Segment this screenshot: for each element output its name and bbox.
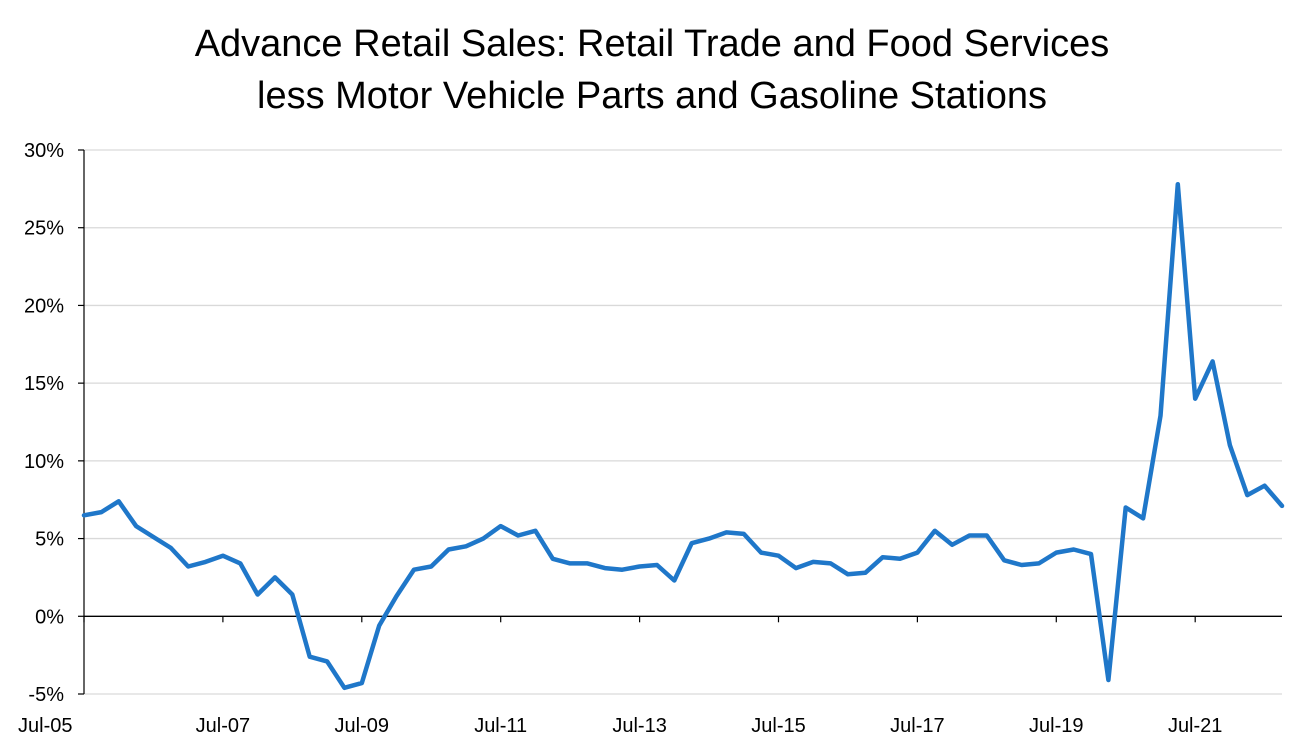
x-tick-label: Jul-17	[890, 715, 944, 737]
y-tick-label: 20%	[24, 295, 64, 317]
series-layer	[81, 181, 1285, 691]
x-axis-tick-labels: Jul-05 Jul-07 Jul-09 Jul-11 Jul-13 Jul-15 Jul-…	[18, 715, 1222, 737]
chart-title-line-1: Advance Retail Sales: Retail Trade and F…	[194, 23, 1110, 65]
x-tick-label: Jul-21	[1168, 715, 1222, 737]
y-axis-tick-labels: 30% 25% 20% 15% 10% 5% 0% -5%	[24, 140, 64, 706]
x-tick-label: Jul-07	[196, 715, 250, 737]
y-tick-label: -5%	[28, 684, 64, 706]
y-tick-label: 0%	[35, 606, 64, 628]
y-tick-label: 5%	[35, 529, 64, 551]
y-tick-label: 30%	[24, 140, 64, 162]
x-tick-label: Jul-11	[474, 715, 527, 737]
x-tick-label: Jul-19	[1029, 715, 1083, 737]
y-tick-label: 15%	[24, 373, 64, 395]
gridlines	[84, 149, 1282, 695]
x-tick-label: Jul-09	[335, 715, 389, 737]
x-tick-label: Jul-05	[18, 715, 72, 737]
y-tick-label: 25%	[24, 218, 64, 240]
chart-title: Advance Retail Sales: Retail Trade and F…	[0, 18, 1304, 122]
x-tick-label: Jul-13	[612, 715, 666, 737]
y-tick-label: 10%	[24, 451, 64, 473]
axes	[78, 149, 1282, 695]
chart-title-line-2: less Motor Vehicle Parts and Gasoline St…	[257, 75, 1047, 117]
x-tick-label: Jul-15	[751, 715, 805, 737]
series-line	[81, 181, 1285, 691]
